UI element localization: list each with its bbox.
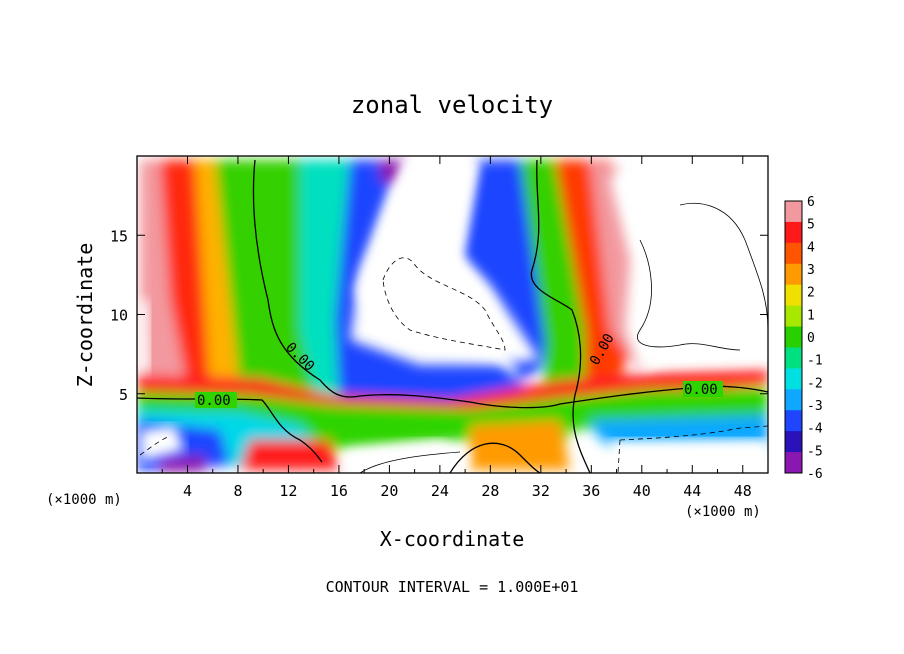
field-region-bottom-red	[240, 440, 340, 470]
zero-contour-left	[252, 159, 768, 409]
colorbar-label: -6	[807, 467, 823, 482]
dashed-contour-upper	[382, 257, 506, 351]
contour-lines	[137, 159, 768, 473]
field-region-blue-column	[335, 160, 530, 410]
x-tick-label: 8	[233, 482, 242, 500]
y-tick-label: 15	[110, 227, 128, 245]
x-unit-left: (×1000 m)	[46, 492, 122, 508]
x-tick-label: 28	[481, 482, 499, 500]
hole-lower-right	[605, 440, 768, 473]
zero-contour-middle	[137, 397, 323, 463]
zero-contour-bottom	[449, 442, 541, 473]
x-tick-label: 44	[683, 482, 701, 500]
zero-contour-right	[530, 159, 591, 473]
x-tick-label: 12	[279, 482, 297, 500]
colorbar-swatch	[785, 242, 802, 265]
x-tick-label: 32	[532, 482, 550, 500]
field-region-bottom-orange	[470, 420, 570, 470]
colorbar-label: 2	[807, 286, 815, 301]
x-tick-label: 24	[431, 482, 449, 500]
colorbar-frame	[784, 200, 803, 474]
colorbar-label: 1	[807, 308, 815, 323]
dashed-contour-lower-right	[617, 425, 768, 473]
colorbar-swatch	[785, 326, 802, 348]
colorbar-swatch	[785, 284, 802, 307]
colorbar-swatch	[785, 431, 802, 453]
hole-left-edge	[137, 300, 150, 372]
colorbar-label: -1	[807, 354, 823, 369]
y-axis-label: Z-coordinate	[73, 243, 97, 388]
x-unit-right: (×1000 m)	[685, 504, 761, 520]
hole-left-bottom	[140, 425, 185, 462]
x-tick-label: 4	[183, 482, 192, 500]
colorbar-swatch	[785, 263, 802, 286]
colorbar-swatch	[785, 221, 802, 244]
colorbar-swatch	[785, 368, 802, 390]
colorbar-label: 4	[807, 240, 815, 255]
colorbar-label: -5	[807, 444, 823, 459]
contour-interval-footer: CONTOUR INTERVAL = 1.000E+01	[326, 578, 579, 596]
colorbar-swatch	[785, 305, 802, 328]
x-axis-label: X-coordinate	[380, 527, 525, 551]
dashed-contour-lower-left	[139, 435, 171, 456]
colorbar-swatch	[785, 347, 802, 369]
colorbar-label: 0	[807, 331, 815, 346]
colorbar: 6 5 4 3 2 1 0 -1 -2 -3 -4 -5 -6	[784, 195, 823, 482]
colorbar-label: -4	[807, 422, 823, 437]
colorbar-label: 6	[807, 195, 815, 210]
contour-label: 0.00	[684, 382, 718, 398]
colorbar-label: -3	[807, 399, 823, 414]
heatmap-field: 0.00 0.00 0.00 0.00	[137, 156, 768, 473]
colorbar-swatch	[785, 201, 802, 223]
x-tick-label: 36	[582, 482, 600, 500]
axis-ticks	[137, 156, 768, 473]
x-tick-label: 40	[633, 482, 651, 500]
colorbar-swatch	[785, 410, 802, 432]
y-tick-label: 10	[110, 307, 128, 325]
field-region-bottom-purple	[160, 455, 205, 472]
y-tick-labels: 5 10 15	[110, 227, 128, 404]
colorbar-label: 5	[807, 218, 815, 233]
hole-upper-middle	[355, 160, 540, 362]
hole-upper-right	[610, 160, 768, 370]
dashed-contours	[139, 257, 768, 473]
field-holes	[137, 160, 768, 473]
chart-title: zonal velocity	[351, 91, 553, 119]
y-tick-label: 5	[119, 386, 128, 404]
colorbar-swatch	[785, 389, 802, 411]
hole-lower-middle	[340, 440, 470, 473]
x-tick-label: 16	[330, 482, 348, 500]
colorbar-swatch	[785, 452, 802, 474]
x-tick-labels: 4 8 12 16 20 24 28 32 36 40 44 48	[183, 482, 752, 500]
x-tick-label: 48	[734, 482, 752, 500]
contour-label: 0.00	[197, 393, 231, 409]
contour-thin-right	[637, 202, 768, 351]
x-tick-label: 20	[380, 482, 398, 500]
colorbar-label: -2	[807, 376, 823, 391]
contour-thin-bottom	[359, 451, 461, 473]
colorbar-label: 3	[807, 263, 815, 278]
field-region-purple-top	[380, 160, 405, 185]
